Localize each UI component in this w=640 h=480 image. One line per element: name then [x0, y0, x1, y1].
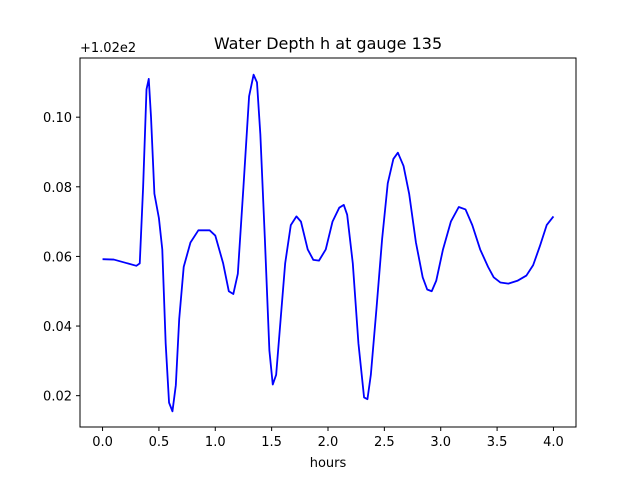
series-line-0	[102, 73, 555, 413]
x-tick-label: 2.5	[374, 435, 395, 450]
plot-area: 0.0 0.5 1.0 1.5 2.0 2.5 3.0 3.5 4.0 0.02 0.04 0.06 0…	[43, 57, 577, 450]
x-tick-label: 4.0	[543, 435, 564, 450]
y-tick-label: 0.10	[43, 111, 72, 126]
x-tick-label: 0.5	[149, 435, 170, 450]
chart-title: Water Depth h at gauge 135	[214, 34, 442, 53]
y-tick-label: 0.08	[43, 181, 72, 196]
x-tick-label: 3.0	[430, 435, 451, 450]
y-tick-label: 0.06	[43, 250, 72, 265]
y-tick-label: 0.04	[43, 320, 72, 335]
x-tick-label: 1.0	[205, 435, 226, 450]
x-tick-label: 1.5	[261, 435, 282, 450]
x-tick-label: 0.0	[92, 435, 113, 450]
y-offset-label: +1.02e2	[80, 41, 136, 56]
x-axis-label: hours	[310, 456, 347, 471]
x-tick-label: 2.0	[318, 435, 339, 450]
x-tick-label: 3.5	[487, 435, 508, 450]
y-tick-label: 0.02	[43, 390, 72, 405]
